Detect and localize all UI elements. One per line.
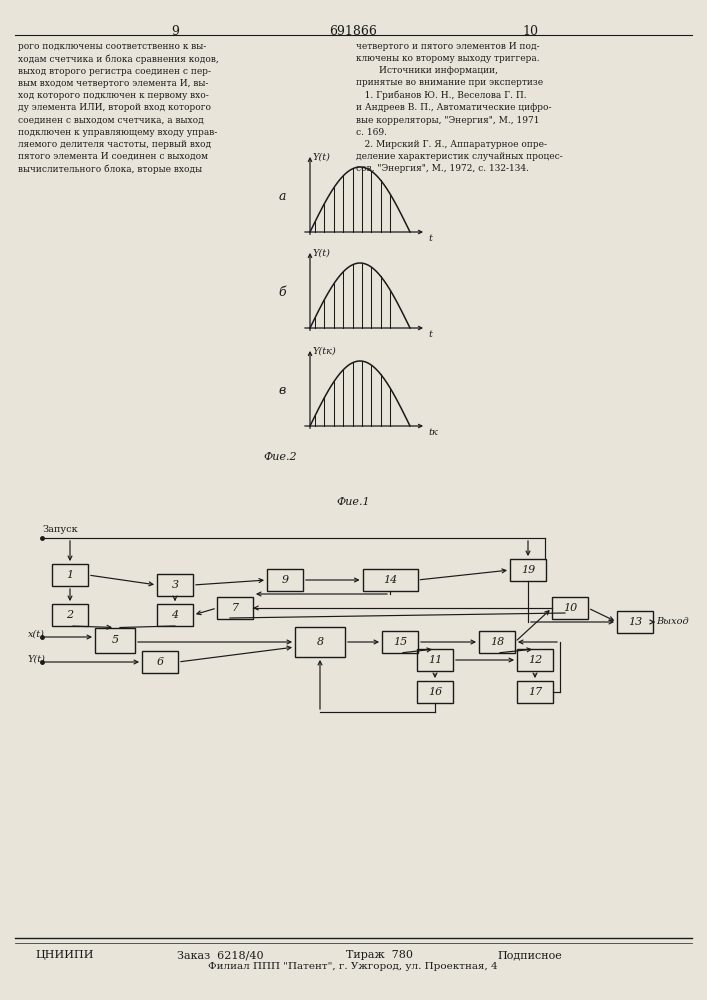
Text: 6: 6 [156,657,163,667]
Text: Выход: Выход [656,617,689,626]
Text: 8: 8 [317,637,324,647]
Text: 9: 9 [281,575,288,585]
Text: 15: 15 [393,637,407,647]
Text: Y(tк): Y(tк) [313,347,337,356]
Text: 17: 17 [528,687,542,697]
Bar [157,574,193,596]
Text: Заказ  6218/40: Заказ 6218/40 [177,950,263,960]
Bar [417,649,453,671]
Text: Y(t): Y(t) [313,249,331,258]
Bar [52,564,88,586]
Bar [479,631,515,653]
Bar [157,604,193,626]
Bar [617,611,653,633]
Bar [382,631,418,653]
Text: 9: 9 [171,25,179,38]
Text: 691866: 691866 [329,25,377,38]
Bar [517,649,553,671]
Text: 10: 10 [522,25,538,38]
Text: 2: 2 [66,610,74,620]
Bar [517,681,553,703]
Text: ЦНИИПИ: ЦНИИПИ [36,950,94,960]
Bar [295,627,345,657]
Text: 7: 7 [231,603,238,613]
Text: в: в [279,384,286,397]
Text: t: t [428,330,432,339]
Text: 19: 19 [521,565,535,575]
Text: 18: 18 [490,637,504,647]
Text: Фие.1: Фие.1 [337,497,370,507]
Text: 12: 12 [528,655,542,665]
Bar [52,604,88,626]
Text: 13: 13 [628,617,642,627]
Text: а: а [279,190,286,203]
Text: Тираж  780: Тираж 780 [346,950,414,960]
Text: Y(t): Y(t) [313,153,331,162]
Bar [142,651,178,673]
Text: Фие.2: Фие.2 [263,452,297,462]
Text: б: б [278,286,286,299]
Text: 3: 3 [171,580,179,590]
Text: 10: 10 [563,603,577,613]
Text: Подписное: Подписное [498,950,562,960]
Text: 11: 11 [428,655,442,665]
Text: 4: 4 [171,610,179,620]
Bar [267,569,303,591]
Text: Филиал ППП "Патент", г. Ужгород, ул. Проектная, 4: Филиал ППП "Патент", г. Ужгород, ул. Про… [208,962,498,971]
Text: 5: 5 [112,635,119,645]
Bar [510,559,546,581]
Text: рого подключены соответственно к вы-
ходам счетчика и блока сравнения кодов,
вых: рого подключены соответственно к вы- ход… [18,42,218,174]
Bar [552,597,588,619]
Bar [217,597,253,619]
Text: x(t): x(t) [28,630,45,639]
Text: Запуск: Запуск [42,525,78,534]
Text: t: t [428,234,432,243]
Text: tк: tк [428,428,438,437]
Text: 1: 1 [66,570,74,580]
Bar [417,681,453,703]
Text: Y(t): Y(t) [28,654,46,664]
Bar [95,628,135,652]
Text: 14: 14 [383,575,397,585]
Bar [363,569,418,591]
Text: 16: 16 [428,687,442,697]
Text: четвертого и пятого элементов И под-
ключены ко второму выходу триггера.
       : четвертого и пятого элементов И под- клю… [356,42,563,173]
